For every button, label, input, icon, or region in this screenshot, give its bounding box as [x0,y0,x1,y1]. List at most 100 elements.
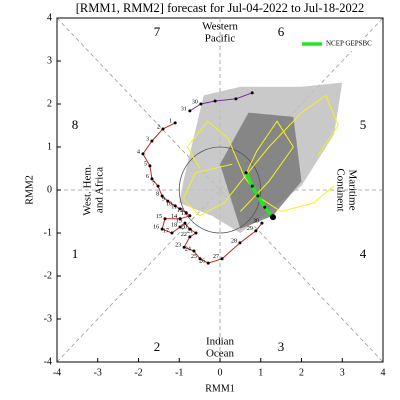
day-label: 21 [187,228,193,234]
observed-point [161,127,165,131]
region-label-line: and Africa [94,167,106,213]
x-axis-label: RMM1 [205,383,234,394]
phase-label: 6 [278,24,285,39]
observed-point [173,204,177,208]
phase-label: 8 [72,117,79,132]
forecast-point [244,171,248,175]
diagonal-guide [56,17,384,363]
day-label: 12 [177,208,183,214]
observed-point [238,241,242,245]
x-tick-label: 2 [299,367,304,378]
observed-point [194,231,198,235]
observed-line [142,122,263,264]
y-axis-label: RMM2 [24,175,35,204]
day-label: 25 [191,254,197,260]
observed-point [141,152,145,156]
observed-point [150,139,154,143]
observed-point [178,207,182,211]
ensemble-line [186,120,245,178]
day-label: 2 [157,124,160,130]
region-label-line: West. Hem. [82,164,94,216]
day-label: 16 [153,225,159,231]
observed-point [160,227,164,231]
x-tick-label: -3 [94,367,102,378]
y-tick-label: 2 [47,98,52,109]
y-tick-label: -3 [44,313,52,324]
phase-label: 2 [154,339,161,354]
forecast-point [250,184,254,188]
day-label: 14 [171,214,177,220]
day-label: 24 [185,246,191,252]
legend-box [298,37,382,51]
diagonal-guide [56,17,384,363]
day-label: 1 [169,118,172,124]
observed-point [188,214,192,218]
y-tick-label: -1 [44,227,52,238]
chart-title: [RMM1, RMM2] forecast for Jul-04-2022 to… [76,1,365,15]
ensemble-line [244,94,339,178]
region-label-line: Maritime [346,170,358,211]
region-label-line: Pacific [205,33,236,45]
observed-point [170,231,174,235]
observed-point [188,227,192,231]
day-label: 20 [181,225,187,231]
observed-point [199,102,203,106]
day-label: 6 [146,174,149,180]
spread-area [220,112,302,229]
day-label: 9 [162,197,165,203]
phase-label: 4 [360,246,367,261]
y-tick-label: -2 [44,270,52,281]
observed-point [183,221,187,225]
day-label: 8 [156,191,159,197]
day-label: 30 [192,99,198,105]
ensemble-line [182,163,245,217]
day-label: 31 [181,106,187,112]
x-tick-label: 0 [218,367,223,378]
observed-point [173,121,177,125]
y-tick-label: 0 [47,184,52,195]
day-label: 4 [137,149,140,155]
phase-label: 5 [360,117,367,132]
observed-point [198,257,202,261]
day-label: 27 [213,254,219,260]
day-label: 22 [181,232,187,238]
y-tick-label: -4 [44,356,52,367]
observed-point [166,199,170,203]
x-tick-label: -2 [134,367,142,378]
region-label-line: Indian [206,336,235,348]
day-label: 10 [166,201,172,207]
observed-point [213,99,217,103]
observed-point [188,109,192,113]
x-tick-label: 1 [258,367,263,378]
day-label: 3 [146,136,149,142]
day-label: 15 [156,214,162,220]
x-tick-label: -4 [53,367,61,378]
observed-point [254,229,258,233]
observed-point [184,211,188,215]
day-label: 19 [176,218,182,224]
phase-label: 3 [278,339,285,354]
x-tick-label: -1 [175,367,183,378]
phase-label: 1 [72,246,79,261]
y-tick-label: 3 [47,55,52,66]
day-label: 30 [253,218,259,224]
day-label: 13 [181,211,187,217]
observed-point [260,221,264,225]
x-tick-label: 3 [340,367,345,378]
observed-point [188,235,192,239]
region-label: West. Hem. and Africa [82,164,106,216]
day-label: 26 [199,258,205,264]
observed-point [156,184,160,188]
observed-point [163,217,167,221]
phase-label: 7 [154,24,161,39]
day-label: 18 [171,222,177,228]
forecast-point [269,214,276,221]
y-tick-label: 1 [47,141,52,152]
day-label: 17 [163,228,169,234]
legend-label: NCEP GEPSBC [326,40,372,48]
y-tick-label: 4 [47,12,52,23]
